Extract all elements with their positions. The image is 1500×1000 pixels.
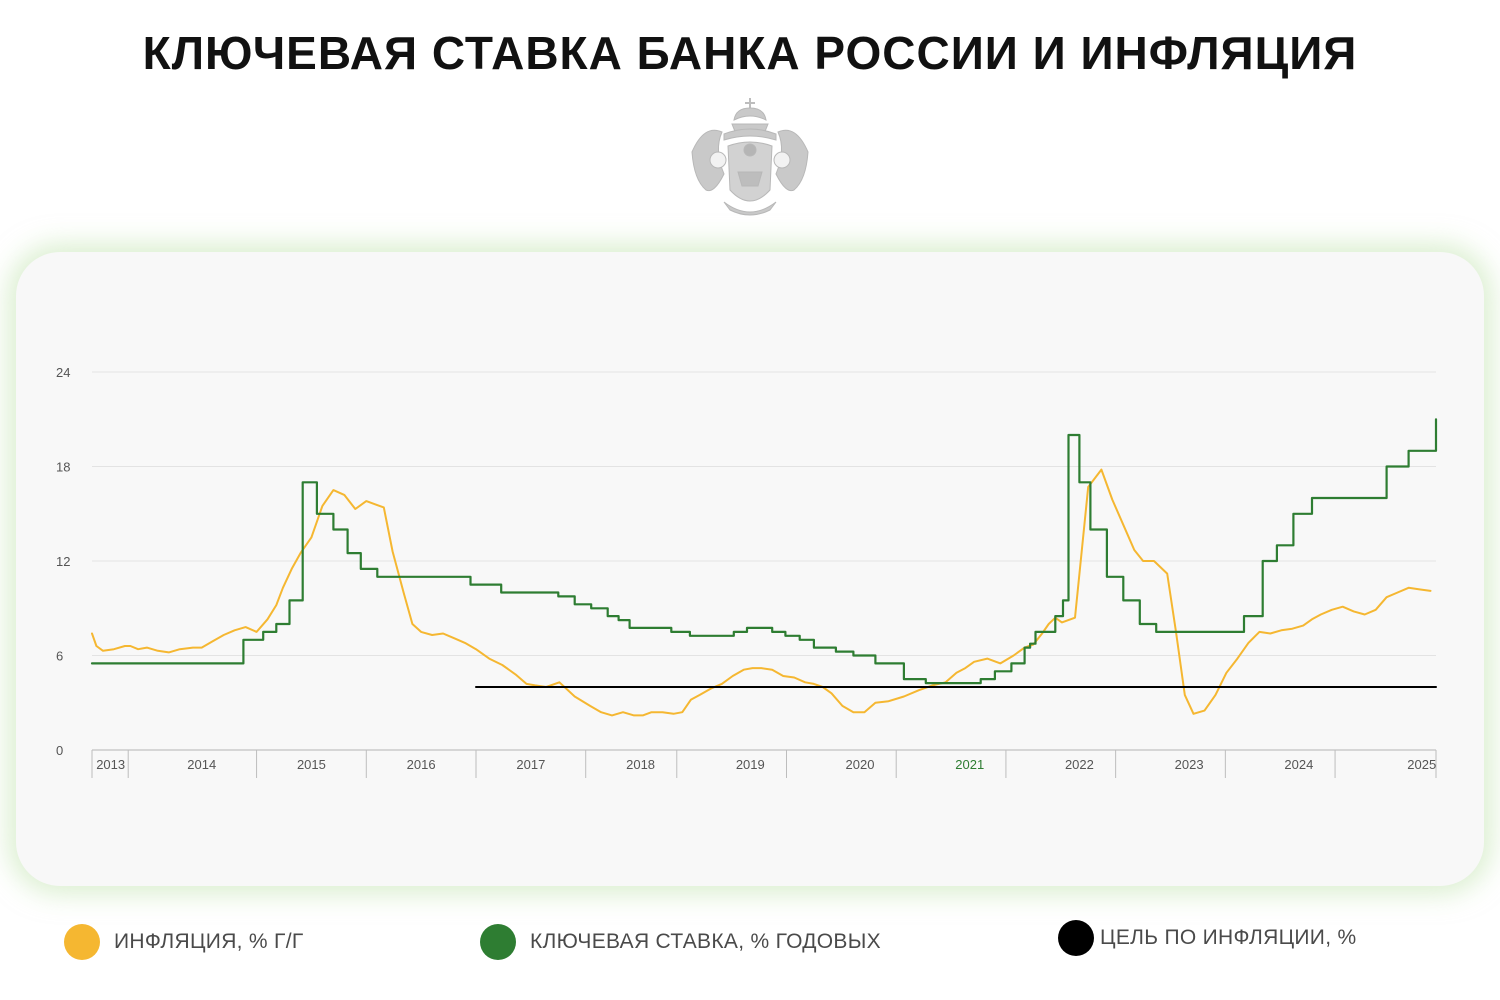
legend-item-key-rate: КЛЮЧЕВАЯ СТАВКА, % ГОДОВЫХ bbox=[480, 924, 881, 960]
legend-label-key-rate: КЛЮЧЕВАЯ СТАВКА, % ГОДОВЫХ bbox=[530, 930, 881, 953]
legend-dot-key-rate bbox=[480, 924, 516, 960]
x-tick-label: 2017 bbox=[516, 757, 545, 772]
x-tick-label: 2021 bbox=[955, 757, 984, 772]
legend-label-inflation: ИНФЛЯЦИЯ, % Г/Г bbox=[114, 930, 304, 953]
legend-dot-target bbox=[1058, 920, 1094, 956]
x-tick-label: 2013 bbox=[96, 757, 125, 772]
y-tick-label: 24 bbox=[56, 365, 70, 380]
key-rate-series-line bbox=[90, 418, 1438, 685]
legend-label-target: ЦЕЛЬ ПО ИНФЛЯЦИИ, % bbox=[1100, 926, 1357, 949]
x-tick-label: 2022 bbox=[1065, 757, 1094, 772]
x-tick-label: 2014 bbox=[187, 757, 216, 772]
legend-dot-inflation bbox=[64, 924, 100, 960]
x-tick-label: 2025 bbox=[1407, 757, 1436, 772]
inflation-series-line bbox=[91, 468, 1432, 717]
legend-item-inflation: ИНФЛЯЦИЯ, % Г/Г bbox=[64, 924, 304, 960]
x-tick-label: 2016 bbox=[407, 757, 436, 772]
y-tick-label: 6 bbox=[56, 649, 63, 664]
x-tick-label: 2019 bbox=[736, 757, 765, 772]
x-tick-label: 2024 bbox=[1284, 757, 1313, 772]
x-tick-label: 2015 bbox=[297, 757, 326, 772]
y-tick-label: 0 bbox=[56, 743, 63, 758]
chart-card bbox=[16, 252, 1484, 886]
y-tick-label: 18 bbox=[56, 460, 70, 475]
page-title: КЛЮЧЕВАЯ СТАВКА БАНКА РОССИИ И ИНФЛЯЦИЯ bbox=[142, 27, 1358, 79]
legend-item-target: ЦЕЛЬ ПО ИНФЛЯЦИИ, % bbox=[1058, 920, 1356, 956]
x-tick-label: 2023 bbox=[1175, 757, 1204, 772]
coat-of-arms-icon bbox=[691, 98, 809, 216]
x-tick-label: 2018 bbox=[626, 757, 655, 772]
y-tick-label: 12 bbox=[56, 554, 70, 569]
x-tick-label: 2020 bbox=[846, 757, 875, 772]
